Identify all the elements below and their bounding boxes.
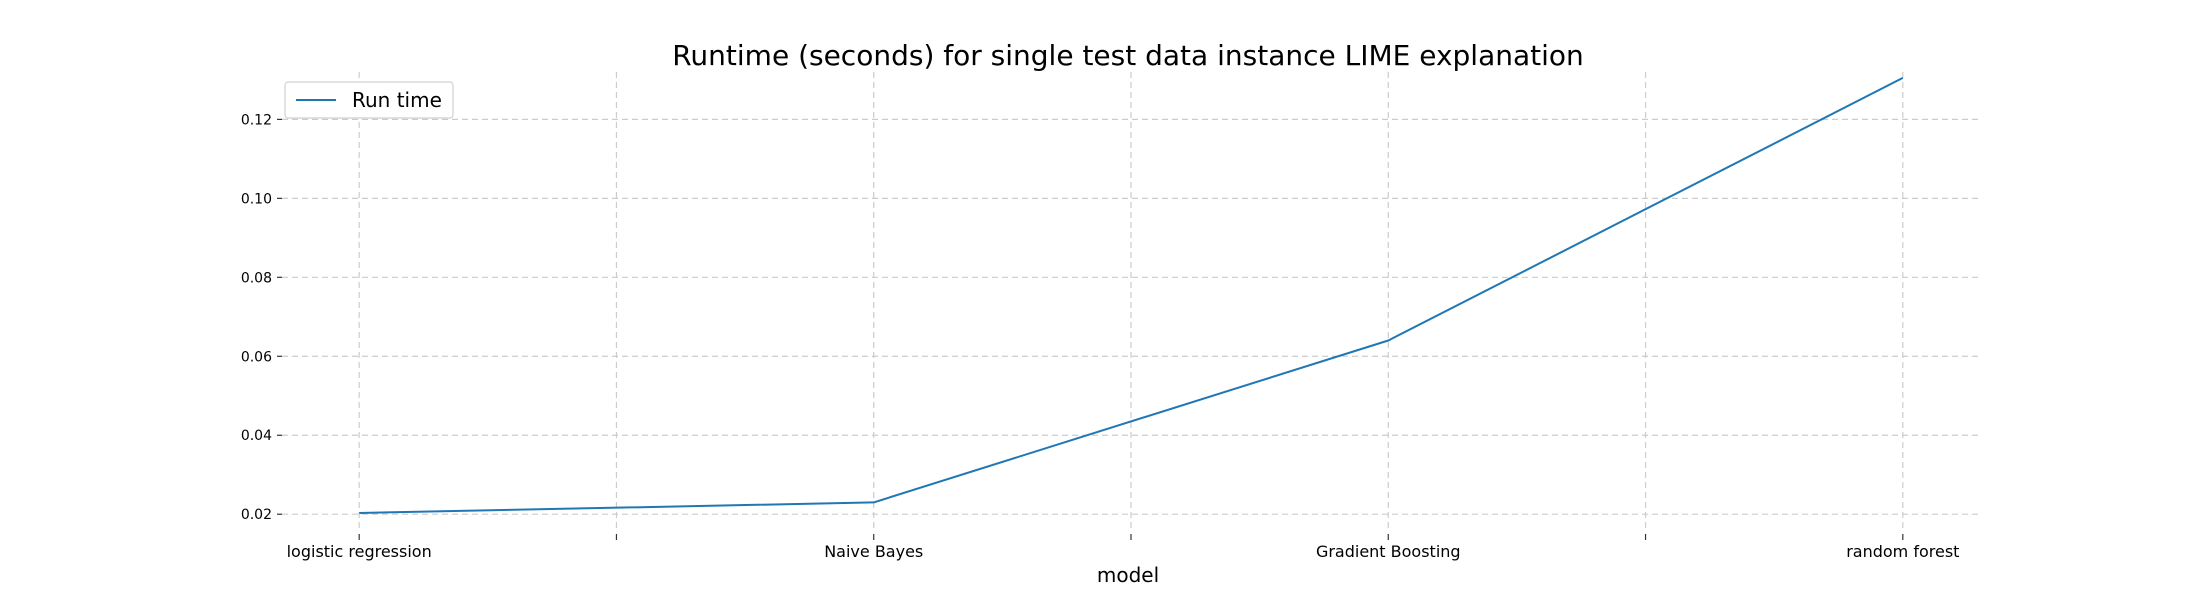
- series-line-run-time: [359, 77, 1904, 514]
- grid-layer: [282, 72, 1980, 530]
- y-tick-label: 0.04: [241, 428, 272, 444]
- legend-label-run-time: Run time: [352, 88, 442, 112]
- series-layer: [359, 77, 1904, 514]
- x-tick-label: Naive Bayes: [824, 542, 923, 561]
- legend: Run time: [284, 81, 454, 119]
- tick-layer: 0.02 0.04 0.06 0.08 0.10 0.12 logistic regress…: [241, 112, 1960, 561]
- x-tick-label: Gradient Boosting: [1316, 542, 1461, 561]
- x-tick-label: random forest: [1846, 542, 1959, 561]
- y-tick-label: 0.02: [241, 507, 272, 523]
- y-tick-label: 0.10: [241, 191, 272, 207]
- y-tick-label: 0.12: [241, 112, 272, 128]
- x-tick-label: logistic regression: [287, 542, 432, 561]
- chart-title: Runtime (seconds) for single test data i…: [672, 39, 1584, 72]
- legend-box: [284, 81, 454, 119]
- y-tick-label: 0.06: [241, 349, 272, 365]
- x-axis-label: model: [1097, 563, 1159, 587]
- y-tick-label: 0.08: [241, 270, 272, 286]
